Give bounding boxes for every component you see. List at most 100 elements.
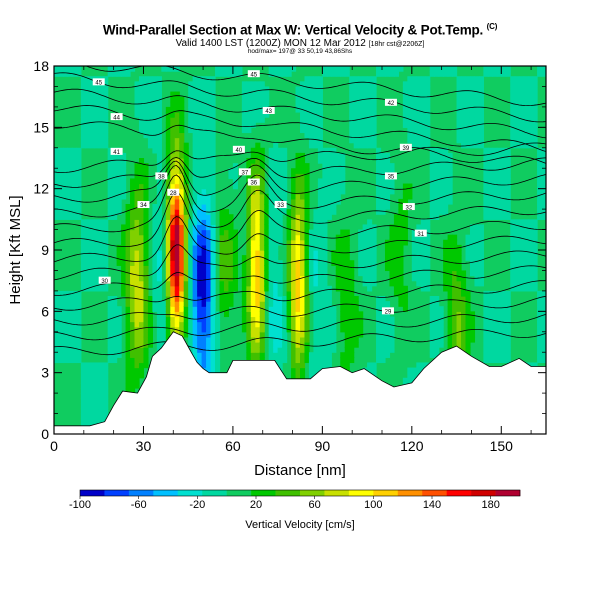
field-cell <box>322 336 328 343</box>
field-cell <box>322 229 328 236</box>
field-cell <box>67 301 73 307</box>
field-cell <box>71 306 77 312</box>
field-cell <box>201 321 207 328</box>
field-cell <box>389 234 395 241</box>
field-cell <box>402 122 408 128</box>
field-cell <box>295 336 301 343</box>
field-cell <box>183 275 189 282</box>
field-cell <box>183 290 189 297</box>
field-cell <box>308 270 315 277</box>
field-cell <box>349 132 355 139</box>
field-cell <box>174 91 180 98</box>
field-cell <box>384 342 391 348</box>
field-cell <box>295 316 301 323</box>
field-cell <box>492 326 498 333</box>
field-cell <box>259 112 265 118</box>
field-cell <box>295 219 301 226</box>
field-cell <box>192 122 198 128</box>
field-cell <box>300 96 306 103</box>
field-cell <box>358 270 364 277</box>
field-cell <box>344 255 350 261</box>
field-cell <box>474 265 480 272</box>
field-cell <box>89 127 95 134</box>
field-cell <box>232 71 238 77</box>
field-cell <box>215 66 221 72</box>
field-cell <box>416 106 422 113</box>
field-cell <box>179 224 185 231</box>
field-cell <box>447 173 453 180</box>
field-cell <box>344 311 350 318</box>
field-cell <box>85 234 91 241</box>
field-cell <box>138 219 145 226</box>
field-cell <box>156 336 162 343</box>
field-cell <box>255 239 261 246</box>
field-cell <box>103 112 109 118</box>
field-cell <box>416 250 422 256</box>
field-cell <box>116 342 122 348</box>
field-cell <box>443 250 449 256</box>
field-cell <box>259 183 265 190</box>
field-cell <box>402 296 408 302</box>
field-cell <box>496 152 502 159</box>
field-cell <box>179 214 185 220</box>
field-cell <box>219 255 225 261</box>
field-cell <box>107 193 113 200</box>
field-cell <box>317 362 323 369</box>
field-cell <box>197 183 203 190</box>
field-cell <box>434 209 440 215</box>
field-cell <box>465 316 471 323</box>
field-cell <box>398 250 404 256</box>
field-cell <box>138 250 145 256</box>
field-cell <box>58 311 64 318</box>
field-cell <box>478 244 484 251</box>
field-cell <box>496 168 502 174</box>
field-cell <box>165 290 171 297</box>
field-cell <box>308 239 315 246</box>
field-cell <box>532 234 538 241</box>
field-cell <box>156 183 162 190</box>
field-cell <box>259 229 265 236</box>
field-cell <box>250 91 256 98</box>
field-cell <box>425 142 431 149</box>
field-cell <box>125 311 131 318</box>
field-cell <box>98 112 104 118</box>
field-cell <box>461 347 467 353</box>
field-cell <box>295 244 301 251</box>
field-cell <box>469 91 476 98</box>
field-cell <box>103 229 109 236</box>
field-cell <box>130 214 136 220</box>
field-cell <box>277 342 283 348</box>
field-cell <box>478 132 484 139</box>
field-cell <box>541 183 546 190</box>
field-cell <box>523 96 529 103</box>
field-cell <box>326 147 332 154</box>
field-cell <box>134 255 140 261</box>
field-cell <box>523 106 529 113</box>
field-cell <box>528 265 534 272</box>
field-cell <box>228 214 234 220</box>
field-cell <box>367 367 373 374</box>
field-cell <box>308 280 315 287</box>
field-cell <box>206 244 212 251</box>
field-cell <box>349 260 355 266</box>
field-cell <box>537 193 543 200</box>
field-cell <box>362 260 368 266</box>
field-cell <box>367 265 373 272</box>
field-cell <box>358 316 364 323</box>
field-cell <box>282 301 288 307</box>
field-cell <box>156 106 162 113</box>
field-cell <box>143 352 149 358</box>
field-cell <box>192 76 198 82</box>
field-cell <box>295 229 301 236</box>
field-cell <box>528 101 534 108</box>
field-cell <box>156 280 162 287</box>
field-cell <box>197 275 203 282</box>
field-cell <box>429 66 435 72</box>
field-cell <box>514 224 520 231</box>
field-cell <box>210 106 216 113</box>
field-cell <box>510 86 516 93</box>
field-cell <box>103 250 109 256</box>
field-cell <box>130 198 136 205</box>
field-cell <box>188 244 194 251</box>
